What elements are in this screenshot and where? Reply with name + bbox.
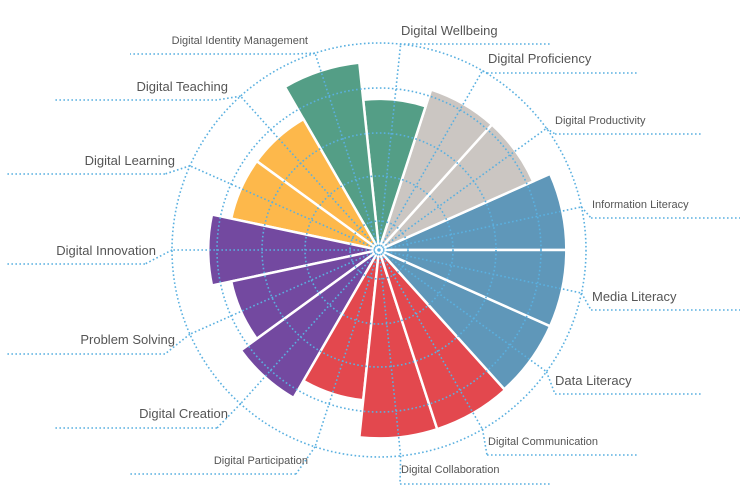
spoke-digital-productivity (378, 127, 547, 251)
spoke-media-literacy (378, 249, 582, 294)
grid-layer (144, 42, 592, 485)
category-label-digital-identity-management: Digital Identity Management (172, 35, 308, 47)
spoke-data-literacy (378, 249, 547, 373)
spoke-digital-wellbeing (378, 44, 402, 251)
leader-digital-innovation (144, 249, 173, 265)
spoke-digital-proficiency (378, 70, 484, 251)
spoke-digital-participation (314, 249, 380, 448)
bar-digital-creation (239, 248, 381, 400)
leader-digital-learning (164, 165, 191, 175)
grid-ring-4 (216, 87, 542, 413)
spoke-digital-learning (189, 165, 380, 251)
category-label-digital-innovation: Digital Innovation (56, 243, 156, 258)
category-label-digital-teaching: Digital Teaching (136, 79, 228, 94)
leader-digital-participation (295, 446, 316, 475)
category-label-data-literacy: Data Literacy (555, 373, 632, 388)
bars-layer (207, 61, 568, 440)
category-label-digital-learning: Digital Learning (85, 153, 175, 168)
leader-information-literacy (580, 206, 592, 219)
leader-data-literacy (545, 371, 556, 395)
spoke-digital-collaboration (378, 249, 402, 456)
leader-digital-collaboration (399, 455, 402, 485)
leader-digital-creation (216, 403, 242, 429)
category-label-media-literacy: Media Literacy (592, 289, 677, 304)
leader-digital-communication (481, 429, 488, 456)
category-label-problem-solving: Problem Solving (80, 332, 175, 347)
bar-media-literacy (378, 248, 568, 328)
grid-ring-3 (261, 132, 497, 368)
leader-digital-teaching (216, 95, 241, 101)
grid-ring-2 (304, 175, 454, 325)
spoke-information-literacy (378, 206, 582, 251)
category-label-digital-wellbeing: Digital Wellbeing (401, 23, 498, 38)
grid-ring-5 (171, 42, 587, 458)
spoke-digital-identity-management (314, 52, 380, 251)
leader-media-literacy (580, 292, 592, 311)
category-label-digital-communication: Digital Communication (488, 436, 598, 448)
category-label-digital-participation: Digital Participation (214, 455, 308, 467)
spoke-digital-communication (378, 249, 484, 430)
category-label-digital-collaboration: Digital Collaboration (401, 464, 499, 476)
category-label-digital-creation: Digital Creation (139, 406, 228, 421)
spoke-problem-solving (189, 249, 380, 335)
category-label-digital-proficiency: Digital Proficiency (488, 51, 592, 66)
grid-ring-1 (349, 220, 409, 280)
leader-digital-identity-management (294, 52, 316, 55)
category-label-information-literacy: Information Literacy (592, 199, 689, 211)
leader-digital-productivity (546, 127, 556, 135)
leader-digital-proficiency (482, 70, 488, 74)
category-label-digital-productivity: Digital Productivity (555, 115, 646, 127)
leader-problem-solving (164, 333, 191, 355)
spoke-digital-creation (239, 249, 380, 405)
spoke-digital-teaching (239, 95, 380, 251)
labels-layer: Information Literacy Digital Productivity… (5, 23, 740, 485)
